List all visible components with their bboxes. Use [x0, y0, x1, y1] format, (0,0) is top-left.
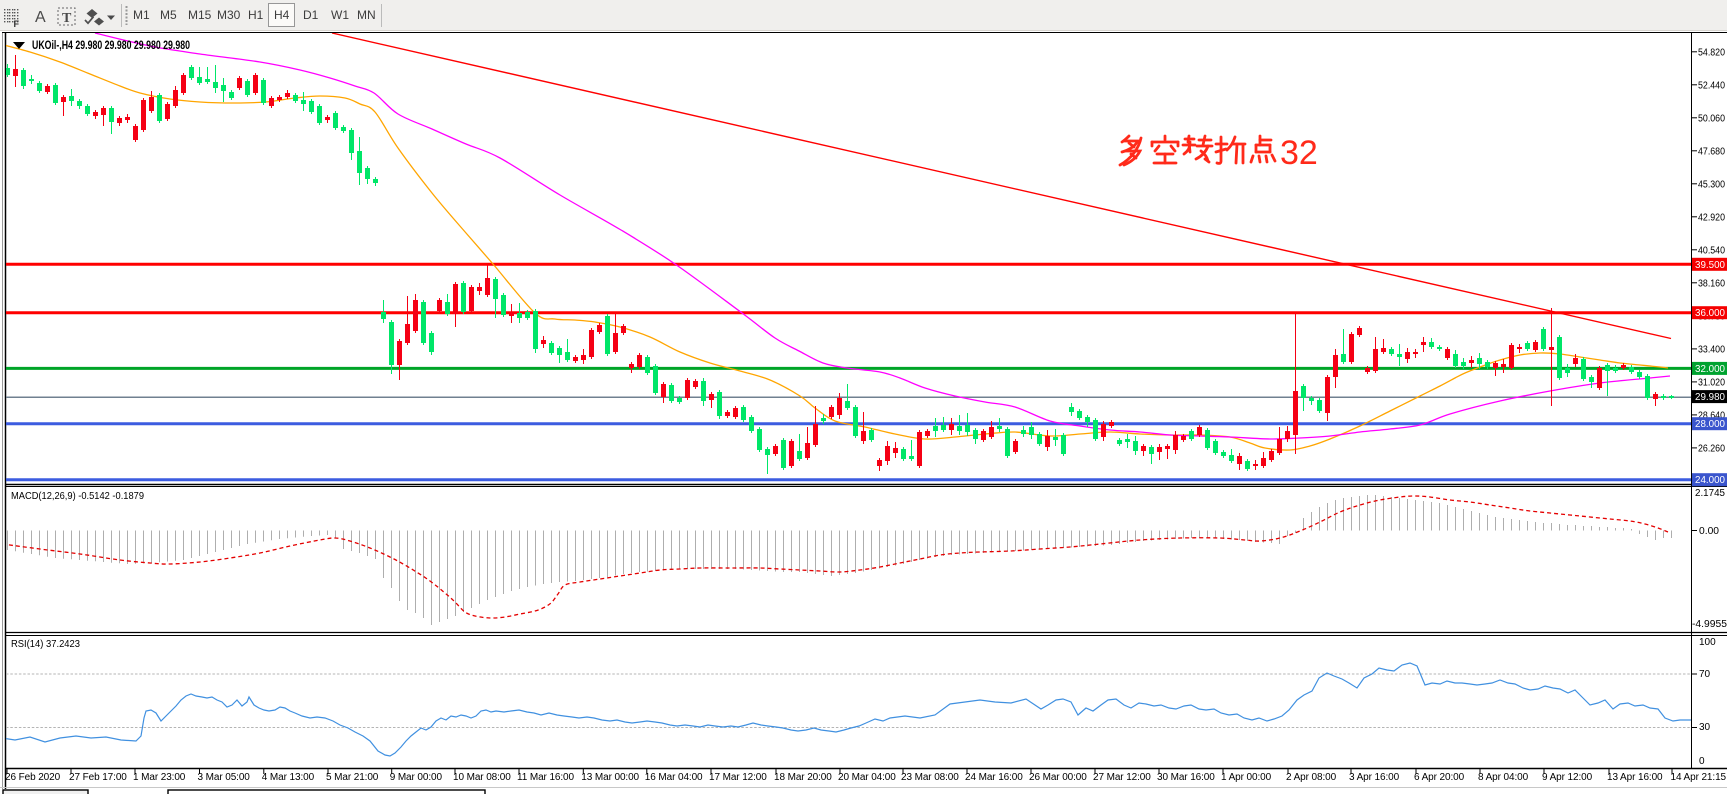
svg-text:28.000: 28.000 [1695, 418, 1725, 430]
svg-text:36.000: 36.000 [1695, 307, 1725, 319]
svg-text:2 Apr 08:00: 2 Apr 08:00 [1286, 772, 1337, 783]
svg-text:52.440: 52.440 [1698, 80, 1725, 91]
svg-text:4 Mar 13:00: 4 Mar 13:00 [262, 772, 315, 783]
svg-text:14 Apr 21:15: 14 Apr 21:15 [1670, 772, 1726, 783]
svg-text:30 Mar 16:00: 30 Mar 16:00 [1157, 772, 1215, 783]
svg-text:27 Feb 17:00: 27 Feb 17:00 [69, 772, 127, 783]
svg-text:38.160: 38.160 [1698, 278, 1725, 289]
svg-text:18 Mar 20:00: 18 Mar 20:00 [774, 772, 832, 783]
svg-text:0: 0 [1699, 756, 1705, 767]
svg-text:70: 70 [1699, 669, 1711, 680]
svg-text:3 Apr 16:00: 3 Apr 16:00 [1349, 772, 1400, 783]
svg-text:45.300: 45.300 [1698, 179, 1725, 190]
svg-text:26 Feb 2020: 26 Feb 2020 [5, 772, 61, 783]
svg-text:17 Mar 12:00: 17 Mar 12:00 [709, 772, 767, 783]
svg-text:100: 100 [1699, 637, 1716, 648]
svg-text:6 Apr 20:00: 6 Apr 20:00 [1414, 772, 1465, 783]
svg-text:MACD(12,26,9) -0.5142 -0.1879: MACD(12,26,9) -0.5142 -0.1879 [11, 490, 144, 502]
svg-text:13 Apr 16:00: 13 Apr 16:00 [1607, 772, 1663, 783]
svg-text:24 Mar 16:00: 24 Mar 16:00 [965, 772, 1023, 783]
svg-text:9 Mar 00:00: 9 Mar 00:00 [390, 772, 443, 783]
svg-text:32: 32 [1280, 134, 1318, 172]
svg-text:47.680: 47.680 [1698, 146, 1725, 157]
svg-text:8 Apr 04:00: 8 Apr 04:00 [1478, 772, 1529, 783]
svg-text:A: A [35, 9, 46, 26]
svg-text:5 Mar 21:00: 5 Mar 21:00 [326, 772, 379, 783]
svg-text:27 Mar 12:00: 27 Mar 12:00 [1093, 772, 1151, 783]
svg-text:1 Mar 23:00: 1 Mar 23:00 [133, 772, 186, 783]
svg-text:13 Mar 00:00: 13 Mar 00:00 [581, 772, 639, 783]
svg-text:30: 30 [1699, 722, 1711, 733]
svg-text:29.980: 29.980 [1695, 391, 1725, 403]
svg-text:26 Mar 00:00: 26 Mar 00:00 [1029, 772, 1087, 783]
svg-text:42.920: 42.920 [1698, 212, 1725, 223]
svg-text:10 Mar 08:00: 10 Mar 08:00 [453, 772, 511, 783]
svg-text:24.000: 24.000 [1695, 474, 1725, 486]
svg-text:3 Mar 05:00: 3 Mar 05:00 [198, 772, 251, 783]
svg-text:2.1745: 2.1745 [1695, 488, 1725, 499]
svg-text:39.500: 39.500 [1695, 259, 1725, 271]
svg-text:RSI(14) 37.2423: RSI(14) 37.2423 [11, 638, 80, 650]
svg-text:-4.9955: -4.9955 [1692, 619, 1727, 630]
svg-text:31.020: 31.020 [1698, 377, 1725, 388]
svg-text:1 Apr 00:00: 1 Apr 00:00 [1221, 772, 1272, 783]
svg-text:33.400: 33.400 [1698, 344, 1725, 355]
svg-text:23 Mar 08:00: 23 Mar 08:00 [901, 772, 959, 783]
svg-text:T: T [62, 11, 72, 26]
svg-text:9 Apr 12:00: 9 Apr 12:00 [1542, 772, 1593, 783]
svg-text:32.000: 32.000 [1695, 363, 1725, 375]
svg-text:50.060: 50.060 [1698, 113, 1725, 124]
svg-text:28.640: 28.640 [1698, 410, 1725, 421]
svg-text:20 Mar 04:00: 20 Mar 04:00 [838, 772, 896, 783]
svg-text:16 Mar 04:00: 16 Mar 04:00 [645, 772, 703, 783]
svg-text:11 Mar 16:00: 11 Mar 16:00 [517, 772, 575, 783]
svg-text:0.00: 0.00 [1699, 526, 1719, 537]
svg-text:40.540: 40.540 [1698, 245, 1725, 256]
svg-text:UKOil-,H4 29.980 29.980 29.98: UKOil-,H4 29.980 29.980 29.980 29.980 [32, 40, 190, 52]
svg-text:26.260: 26.260 [1698, 443, 1725, 454]
svg-text:54.820: 54.820 [1698, 47, 1725, 58]
svg-text:F: F [14, 19, 20, 29]
